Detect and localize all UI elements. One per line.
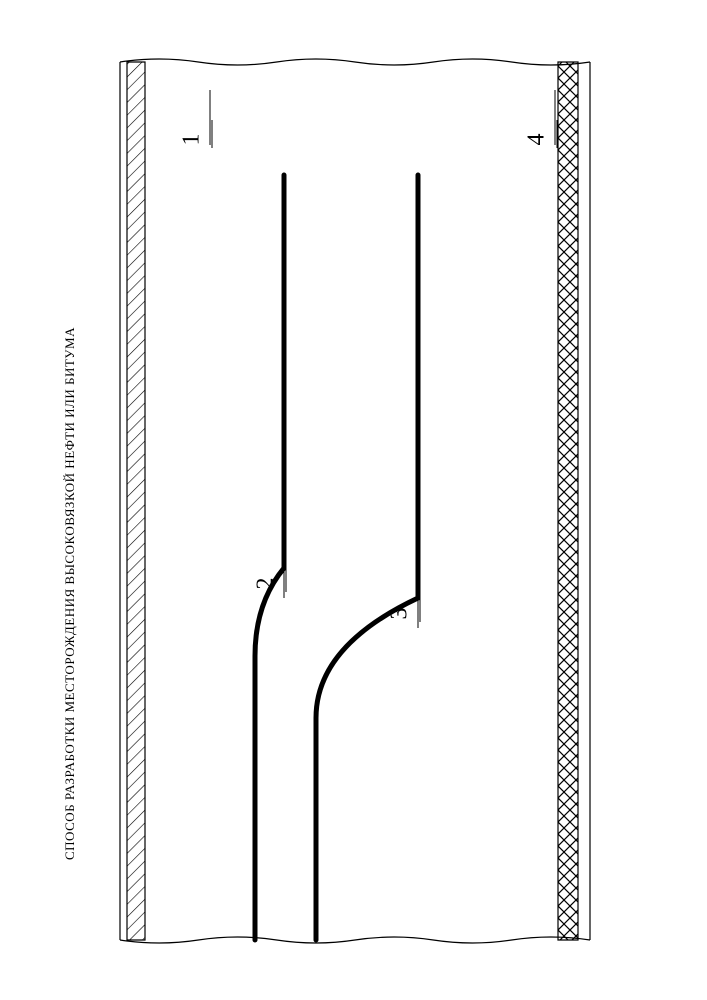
upper-well	[255, 175, 284, 940]
label-4: 4	[524, 134, 551, 146]
label-1: 1	[179, 134, 206, 146]
label-3: 3	[387, 608, 414, 620]
lower-well	[316, 175, 418, 940]
diagram-page: СПОСОБ РАЗРАБОТКИ МЕСТОРОЖДЕНИЯ ВЫСОКОВЯ…	[0, 0, 707, 1000]
diagram-svg	[0, 0, 707, 1000]
label-2: 2	[253, 578, 280, 590]
